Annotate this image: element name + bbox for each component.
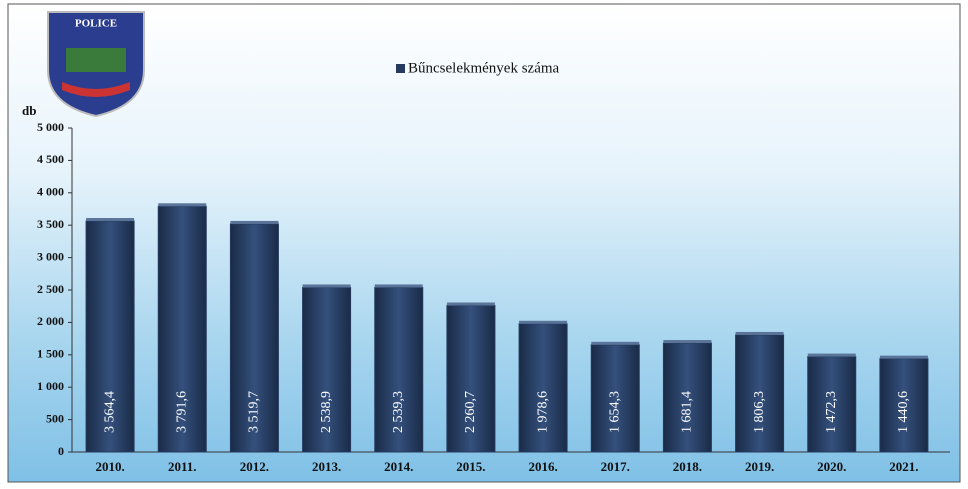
y-tick-label: 4 500 (37, 152, 64, 166)
x-tick-label: 2020. (817, 459, 846, 474)
bar-top (736, 332, 784, 335)
y-tick-label: 0 (58, 444, 64, 458)
value-label: 3 791,6 (174, 391, 189, 433)
value-label: 2 539,3 (391, 391, 406, 433)
y-tick-label: 2 000 (37, 314, 64, 328)
bar-top (86, 218, 134, 221)
logo-text: POLICE (75, 18, 117, 30)
value-label: 1 440,6 (896, 391, 911, 433)
x-tick-label: 2019. (745, 459, 774, 474)
y-axis-label: db (22, 103, 36, 118)
y-tick-label: 3 500 (37, 217, 64, 231)
y-tick-label: 2 500 (37, 282, 64, 296)
chart: POLICE db Bűncselekmények száma 0 500 1 00… (0, 0, 968, 489)
value-label: 2 260,7 (463, 391, 478, 433)
bar-top (375, 284, 423, 287)
value-label: 1 472,3 (824, 391, 839, 433)
value-label: 1 654,3 (607, 391, 622, 433)
value-label: 1 978,6 (535, 391, 550, 433)
bar-top (158, 203, 206, 206)
x-tick-label: 2021. (889, 459, 918, 474)
x-tick-label: 2017. (601, 459, 630, 474)
x-tick-label: 2016. (528, 459, 557, 474)
y-tick-label: 1 000 (37, 379, 64, 393)
bar-top (808, 354, 856, 357)
y-tick-label: 500 (46, 411, 64, 425)
x-tick-label: 2014. (384, 459, 413, 474)
value-label: 3 519,7 (247, 391, 262, 433)
logo: POLICE (48, 12, 144, 116)
value-label: 2 538,9 (319, 391, 334, 433)
y-tick-label: 5 000 (37, 120, 64, 134)
x-tick-label: 2018. (673, 459, 702, 474)
bar-top (880, 356, 928, 359)
legend-swatch (396, 64, 405, 73)
legend-label: Bűncselekmények száma (408, 60, 560, 76)
y-tick-label: 1 500 (37, 347, 64, 361)
bar-top (447, 303, 495, 306)
y-tick-label: 3 000 (37, 249, 64, 263)
bar-top (519, 321, 567, 324)
y-tick-label: 4 000 (37, 185, 64, 199)
value-label: 1 806,3 (752, 391, 767, 433)
value-label: 1 681,4 (680, 391, 695, 433)
bar-top (591, 342, 639, 345)
x-tick-label: 2012. (240, 459, 269, 474)
x-tick-label: 2013. (312, 459, 341, 474)
bar-top (303, 284, 351, 287)
x-tick-label: 2011. (168, 459, 197, 474)
value-label: 3 564,4 (102, 391, 117, 433)
bar-top (230, 221, 278, 224)
bar-top (663, 340, 711, 343)
x-tick-label: 2015. (456, 459, 485, 474)
x-tick-label: 2010. (95, 459, 124, 474)
